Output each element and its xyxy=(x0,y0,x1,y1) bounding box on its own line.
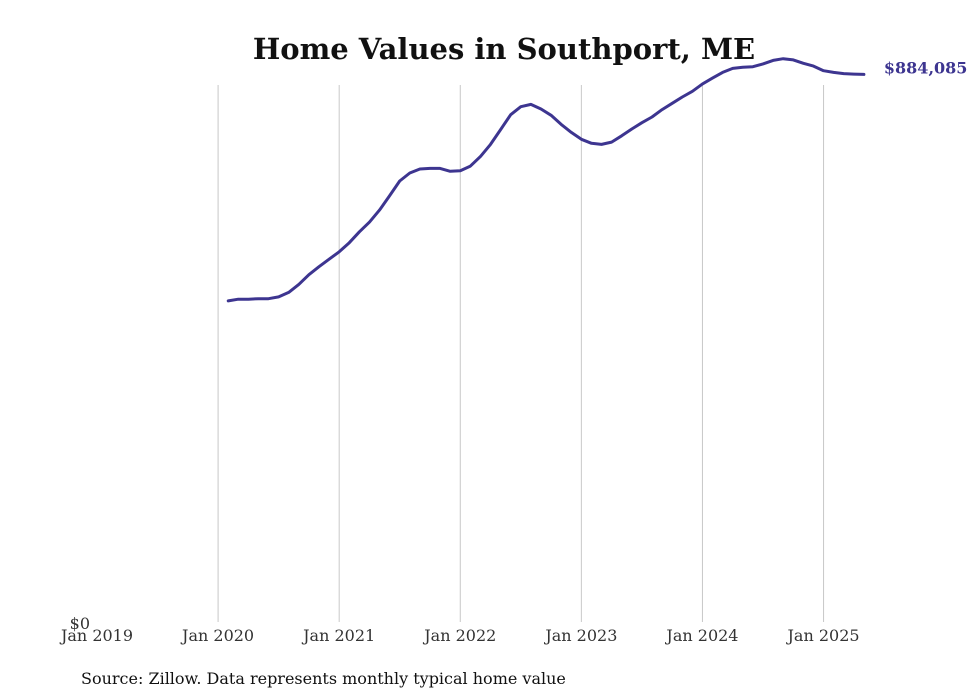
data-point-2021-09 xyxy=(418,167,421,170)
data-point-2021-06 xyxy=(388,194,391,197)
x-tick-label: Jan 2021 xyxy=(301,626,375,645)
data-point-2022-12 xyxy=(570,131,573,134)
data-point-2022-01 xyxy=(459,169,462,172)
data-point-2023-08 xyxy=(651,115,654,118)
data-point-2021-05 xyxy=(378,209,381,212)
data-point-2022-09 xyxy=(540,107,543,110)
data-point-2024-12 xyxy=(812,65,815,68)
data-point-2024-06 xyxy=(751,65,754,68)
data-point-2025-01 xyxy=(822,69,825,72)
data-point-2025-02 xyxy=(832,71,835,74)
x-tick-label: Jan 2019 xyxy=(59,626,133,645)
data-point-2021-02 xyxy=(348,241,351,244)
latest-value-label: $884,085 xyxy=(884,58,968,77)
data-point-2020-08 xyxy=(287,291,290,294)
data-point-2024-01 xyxy=(701,82,704,85)
data-point-2020-02 xyxy=(227,299,230,302)
data-point-2020-11 xyxy=(318,265,321,268)
data-point-2020-12 xyxy=(328,258,331,261)
data-point-2023-04 xyxy=(610,141,613,144)
data-point-2023-10 xyxy=(671,102,674,105)
data-point-2021-04 xyxy=(368,221,371,224)
data-point-2020-04 xyxy=(247,298,250,301)
x-axis-tick-labels: Jan 2019 Jan 2020 Jan 2021 Jan 2022 Jan 2023… xyxy=(59,626,860,645)
data-point-2025-04 xyxy=(852,73,855,76)
data-point-2023-03 xyxy=(600,143,603,146)
data-point-2023-07 xyxy=(640,121,643,124)
data-point-2022-08 xyxy=(529,103,532,106)
data-point-2024-08 xyxy=(772,59,775,62)
data-point-2021-11 xyxy=(439,167,442,170)
data-point-2023-11 xyxy=(681,95,684,98)
data-point-2021-12 xyxy=(449,170,452,173)
data-point-2020-03 xyxy=(237,298,240,301)
source-note: Source: Zillow. Data represents monthly … xyxy=(81,669,566,688)
data-point-2021-07 xyxy=(398,179,401,182)
chart-title: Home Values in Southport, ME xyxy=(253,32,755,66)
x-tick-label: Jan 2024 xyxy=(664,626,738,645)
data-point-2021-10 xyxy=(429,167,432,170)
vertical-gridlines xyxy=(217,85,825,622)
data-point-2020-09 xyxy=(297,283,300,286)
data-point-2022-02 xyxy=(469,165,472,168)
data-point-2024-11 xyxy=(802,62,805,65)
data-point-2023-05 xyxy=(620,134,623,137)
data-point-2021-01 xyxy=(338,250,341,253)
data-point-2022-11 xyxy=(560,123,563,126)
data-point-2024-05 xyxy=(741,66,744,69)
data-point-2024-03 xyxy=(721,71,724,74)
data-point-2023-06 xyxy=(630,127,633,130)
data-point-2020-06 xyxy=(267,297,270,300)
data-point-2022-06 xyxy=(509,113,512,116)
data-point-2021-08 xyxy=(408,171,411,174)
data-point-2025-03 xyxy=(842,72,845,75)
data-point-2020-05 xyxy=(257,297,260,300)
data-point-2022-04 xyxy=(489,143,492,146)
data-point-2023-01 xyxy=(580,138,583,141)
x-tick-label: Jan 2020 xyxy=(180,626,254,645)
data-point-2024-04 xyxy=(731,67,734,70)
data-point-2023-12 xyxy=(691,90,694,93)
data-point-2024-10 xyxy=(792,58,795,61)
home-value-series-line xyxy=(226,57,866,303)
data-point-2024-07 xyxy=(762,62,765,65)
data-point-2022-03 xyxy=(479,155,482,158)
data-point-2024-02 xyxy=(711,77,714,80)
x-tick-label: Jan 2025 xyxy=(786,626,860,645)
data-point-2022-05 xyxy=(499,128,502,131)
x-tick-label: Jan 2022 xyxy=(422,626,496,645)
y-axis-zero-label: $0 xyxy=(70,614,90,633)
data-point-2020-07 xyxy=(277,295,280,298)
data-point-2020-10 xyxy=(307,273,310,276)
data-point-2023-09 xyxy=(661,108,664,111)
data-point-2025-05 xyxy=(862,73,865,76)
x-tick-label: Jan 2023 xyxy=(543,626,617,645)
data-point-2023-02 xyxy=(590,142,593,145)
data-point-2022-07 xyxy=(519,105,522,108)
data-point-2024-09 xyxy=(782,57,785,60)
data-point-2022-10 xyxy=(550,114,553,117)
data-point-2021-03 xyxy=(358,230,361,233)
